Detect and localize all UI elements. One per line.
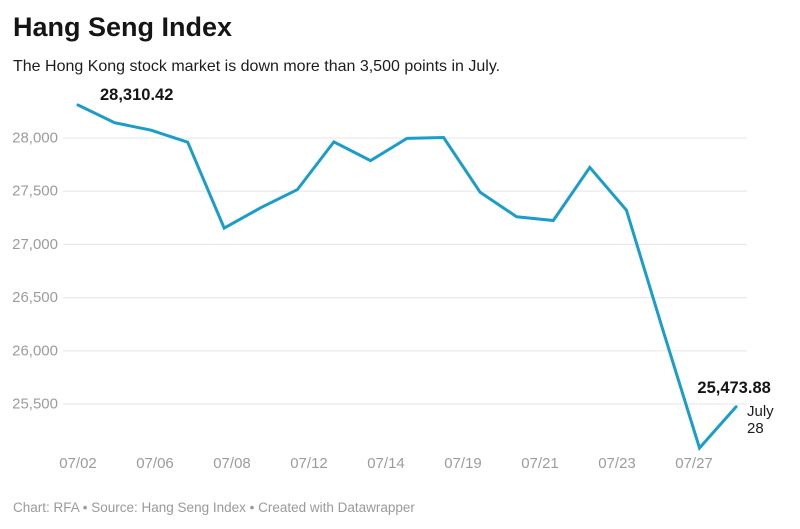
chart-footer-attribution: Chart: RFA • Source: Hang Seng Index • C…: [13, 500, 415, 515]
last-point-date-annotation-line2: 28: [747, 420, 764, 437]
hsi-line-series: [76, 103, 738, 451]
x-tick-label: 07/06: [136, 455, 174, 472]
x-tick-label: 07/21: [521, 455, 559, 472]
y-tick-label: 26,500: [12, 289, 58, 306]
x-tick-label: 07/27: [675, 455, 713, 472]
y-tick-label: 27,500: [12, 183, 58, 200]
x-tick-label: 07/23: [598, 455, 636, 472]
y-tick-label: 26,000: [12, 342, 58, 359]
y-tick-label: 25,500: [12, 396, 58, 413]
x-tick-label: 07/08: [213, 455, 251, 472]
x-tick-label: 07/19: [444, 455, 482, 472]
chart-subtitle: The Hong Kong stock market is down more …: [13, 58, 501, 75]
first-point-value-label: 28,310.42: [100, 86, 173, 104]
x-tick-label: 07/02: [59, 455, 97, 472]
last-point-date-annotation-line1: July: [747, 403, 774, 420]
chart-title: Hang Seng Index: [13, 12, 233, 42]
x-tick-label: 07/14: [367, 455, 405, 472]
last-point-value-label: 25,473.88: [697, 379, 770, 397]
y-tick-label: 27,000: [12, 236, 58, 253]
x-tick-label: 07/12: [290, 455, 328, 472]
y-tick-label: 28,000: [12, 130, 58, 147]
